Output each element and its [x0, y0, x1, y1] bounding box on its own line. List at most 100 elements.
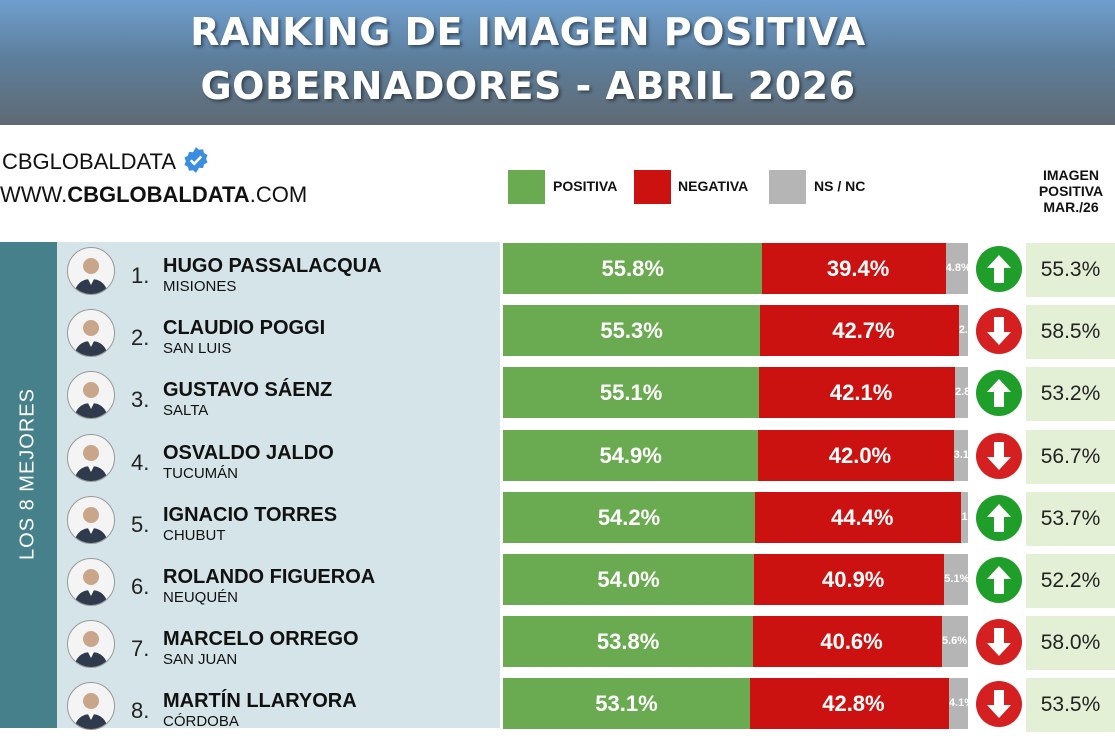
- label-positiva: 55.1%: [599, 380, 663, 406]
- province-name: TUCUMÁN: [163, 464, 238, 482]
- brand: CBGLOBALDATA: [2, 146, 210, 180]
- label-positiva: 54.9%: [599, 442, 662, 468]
- side-band: [0, 242, 57, 728]
- website-url: WWW.CBGLOBALDATA.COM: [0, 182, 308, 207]
- previous-value: 58.5%: [1040, 320, 1101, 344]
- rank-number: 4.: [131, 449, 150, 475]
- bar-positiva: [503, 554, 755, 605]
- rank-number: 8.: [131, 698, 150, 724]
- trend-up-arrow-icon: [975, 556, 1023, 604]
- label-negativa: 42.0%: [828, 442, 892, 468]
- bar-ns-nc: [961, 491, 968, 543]
- label-ns-nc: 2.0%: [958, 324, 968, 337]
- previous-value-cell: [1026, 429, 1115, 484]
- bar-ns-nc: [948, 678, 968, 730]
- previous-value: 52.2%: [1040, 569, 1101, 592]
- trend-down-arrow-icon: [975, 307, 1023, 355]
- province-name: MISIONES: [163, 278, 237, 295]
- previous-month-column-header: IMAGEN POSITIVA MAR./26: [1038, 167, 1104, 215]
- rank-number: 7.: [131, 636, 150, 662]
- bar-positiva: [503, 305, 761, 357]
- label-positiva: 55.3%: [600, 318, 663, 344]
- governor-name: MARCELO ORREGO: [163, 628, 359, 651]
- trend-down-arrow-icon: [975, 680, 1023, 728]
- brand-name: CBGLOBALDATA: [2, 148, 177, 174]
- previous-value: 58.0%: [1040, 631, 1101, 655]
- province-name: SALTA: [163, 402, 209, 420]
- bar-negativa: [762, 243, 946, 294]
- avatar: [67, 309, 115, 358]
- previous-value: 56.7%: [1040, 444, 1101, 468]
- avatar: [67, 620, 115, 669]
- label-negativa: 40.6%: [820, 629, 883, 655]
- previous-value-cell: [1026, 554, 1115, 608]
- label-positiva: 53.8%: [596, 629, 660, 655]
- bar-ns-nc: [954, 367, 968, 419]
- label-negativa: 39.4%: [826, 256, 890, 281]
- bar-positiva: [503, 243, 763, 294]
- title-line-1: RANKING DE IMAGEN POSITIVA: [190, 10, 866, 54]
- table-row: 6. ROLANDO FIGUEROA NEUQUÉN 54.0% 40.9% 5.1% 5…: [0, 554, 1115, 612]
- previous-value: 53.5%: [1040, 693, 1101, 717]
- bar-negativa: [754, 554, 945, 605]
- governor-name: GUSTAVO SÁENZ: [163, 379, 333, 402]
- trend-up-arrow-icon: [975, 369, 1023, 417]
- legend-label-negativa: NEGATIVA: [678, 178, 749, 194]
- avatar: [67, 558, 115, 606]
- avatar: [67, 371, 115, 420]
- legend-label-positiva: POSITIVA: [553, 178, 618, 194]
- governor-name: CLAUDIO POGGI: [163, 317, 326, 340]
- bar-ns-nc: [945, 243, 968, 294]
- previous-value-cell: [1026, 243, 1115, 297]
- legend-swatch-negativa: [634, 170, 671, 204]
- label-ns-nc: 5.1%: [944, 573, 968, 585]
- governor-name: ROLANDO FIGUEROA: [163, 566, 376, 588]
- legend-label-ns-nc: NS / NC: [814, 178, 866, 194]
- label-ns-nc: 4.1%: [948, 697, 968, 710]
- header-banner: RANKING DE IMAGEN POSITIVA GOBERNADORES …: [0, 0, 1115, 125]
- province-name: CHUBUT: [163, 526, 226, 544]
- trend-down-arrow-icon: [975, 618, 1023, 666]
- label-positiva: 54.0%: [597, 567, 660, 592]
- bar-positiva: [503, 678, 750, 730]
- label-negativa: 42.7%: [832, 318, 895, 344]
- governor-name: OSVALDO JALDO: [163, 441, 334, 464]
- label-ns-nc: 5.6%: [941, 635, 968, 648]
- label-ns-nc: 4.8%: [945, 262, 968, 274]
- label-negativa: 42.1%: [829, 380, 893, 406]
- bar-negativa: [759, 367, 955, 419]
- province-name: SAN LUIS: [163, 340, 232, 358]
- bar-ns-nc: [941, 616, 968, 668]
- province-name: CÓRDOBA: [163, 713, 239, 731]
- label-negativa: 40.9%: [821, 567, 885, 592]
- trend-up-arrow-icon: [975, 245, 1023, 293]
- previous-value-cell: [1026, 678, 1115, 733]
- title-line-2: GOBERNADORES - ABRIL 2026: [200, 64, 856, 108]
- trend-down-arrow-icon: [975, 432, 1023, 480]
- trend-up-arrow-icon: [975, 494, 1023, 542]
- avatar: [67, 495, 115, 544]
- bar-ns-nc: [944, 554, 968, 605]
- label-positiva: 53.1%: [595, 691, 658, 717]
- previous-value-cell: [1026, 367, 1115, 422]
- bar-positiva: [503, 429, 759, 481]
- bar-negativa: [758, 429, 954, 481]
- label-negativa: 42.8%: [822, 691, 885, 717]
- label-positiva: 54.2%: [597, 504, 661, 530]
- avatar: [67, 682, 115, 731]
- legend-swatch-positiva: [508, 170, 545, 204]
- previous-value-cell: [1026, 491, 1115, 546]
- bar-positiva: [503, 491, 756, 543]
- legend-swatch-ns-nc: [769, 170, 806, 204]
- label-ns-nc: 3.1%: [953, 448, 968, 461]
- label-negativa: 44.4%: [831, 504, 894, 530]
- bar-negativa: [753, 616, 942, 668]
- bar-positiva: [503, 367, 760, 419]
- rank-number: 2.: [131, 325, 150, 351]
- label-ns-nc: 1.4%: [961, 510, 968, 523]
